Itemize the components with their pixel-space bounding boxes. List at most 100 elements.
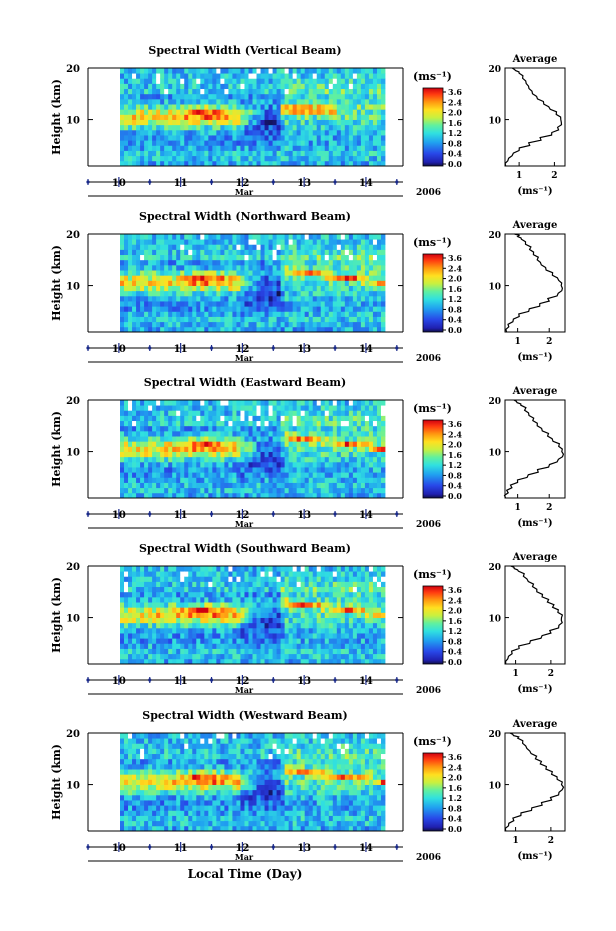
heatmap-cell <box>136 254 141 261</box>
heatmap-cell <box>184 160 189 167</box>
heatmap-cell <box>172 311 177 317</box>
heatmap-cell <box>256 591 261 598</box>
heatmap-cell <box>320 446 326 452</box>
heatmap-cell <box>220 275 225 281</box>
heatmap-cell <box>188 612 193 618</box>
heatmap-cell <box>376 73 382 79</box>
heatmap-cell <box>344 150 350 157</box>
heatmap-cell <box>296 643 302 649</box>
heatmap-cell <box>224 477 229 483</box>
heatmap-cell <box>368 83 374 90</box>
heatmap-cell <box>316 566 322 572</box>
heatmap-cell <box>140 456 145 463</box>
heatmap-cell <box>376 420 382 427</box>
heatmap-cell <box>132 607 137 613</box>
heatmap-cell <box>344 239 350 245</box>
heatmap-cell <box>140 311 145 317</box>
heatmap-cell <box>180 653 185 660</box>
heatmap-cell <box>368 456 374 463</box>
heatmap-cell <box>300 633 306 639</box>
heatmap-cell <box>164 239 169 245</box>
heatmap-cell <box>264 160 269 167</box>
heatmap-cell <box>348 321 354 328</box>
heatmap-cell <box>128 124 133 131</box>
heatmap-cell <box>292 306 298 312</box>
heatmap-cell <box>124 150 129 157</box>
heatmap-cell <box>148 451 153 458</box>
heatmap-cell <box>272 254 277 261</box>
heatmap-cell <box>256 617 261 624</box>
heatmap-cell <box>304 633 310 639</box>
heatmap-cell <box>376 487 382 494</box>
heatmap-cell <box>176 622 181 629</box>
heatmap-cell <box>232 109 237 115</box>
heatmap-cell <box>220 658 225 665</box>
heatmap-cell <box>120 119 125 126</box>
heatmap-cell <box>328 295 334 302</box>
heatmap-cell <box>124 285 129 292</box>
time-tick-marker <box>148 512 152 516</box>
heatmap-cell <box>280 98 286 105</box>
heatmap-cell <box>184 83 189 90</box>
heatmap-cell <box>380 425 386 432</box>
heatmap-cell <box>276 602 282 608</box>
heatmap-cell <box>312 129 318 136</box>
heatmap-cell <box>364 259 370 266</box>
heatmap-cell <box>244 326 249 333</box>
heatmap-cell <box>260 482 265 489</box>
heatmap-cell <box>208 311 213 317</box>
heatmap-cell <box>380 244 386 250</box>
heatmap-cell <box>152 451 157 458</box>
heatmap-cell <box>304 280 310 286</box>
heatmap-cell <box>340 254 346 261</box>
heatmap-cell <box>276 259 282 266</box>
heatmap-cell <box>320 477 326 483</box>
heatmap-cell <box>180 264 185 271</box>
heatmap-cell <box>356 88 362 95</box>
heatmap-cell <box>120 400 125 406</box>
heatmap-cell <box>224 264 229 271</box>
heatmap-cell <box>284 114 290 120</box>
heatmap-cell <box>192 280 197 286</box>
heatmap-cell <box>376 326 382 333</box>
heatmap-cell <box>196 410 201 416</box>
heatmap-cell <box>236 234 241 240</box>
heatmap-cell <box>368 280 374 286</box>
heatmap-cell <box>380 150 386 157</box>
heatmap-cell <box>120 150 125 157</box>
heatmap-cell <box>324 607 330 613</box>
heatmap-cell <box>288 633 294 639</box>
heatmap-cell <box>148 135 153 141</box>
heatmap-cell <box>240 129 245 136</box>
heatmap-cell <box>120 477 125 483</box>
heatmap-cell <box>248 119 253 126</box>
heatmap-cell <box>244 596 249 603</box>
heatmap-cell <box>224 109 229 115</box>
heatmap-cell <box>192 451 197 458</box>
heatmap-cell <box>224 653 229 660</box>
heatmap-cell <box>304 607 310 613</box>
heatmap-cell <box>304 566 310 572</box>
heatmap-cell <box>272 155 277 162</box>
heatmap-cell <box>260 83 265 90</box>
heatmap-cell <box>320 270 326 276</box>
heatmap-cell <box>144 648 149 655</box>
heatmap-cell <box>204 456 209 463</box>
heatmap-cell <box>208 617 213 624</box>
heatmap-cell <box>360 104 366 110</box>
heatmap-cell <box>212 249 217 256</box>
heatmap-cell <box>368 472 374 478</box>
heatmap-cell <box>348 249 354 256</box>
heatmap-cell <box>220 264 225 271</box>
heatmap-cell <box>352 311 358 317</box>
heatmap-cell <box>132 456 137 463</box>
heatmap-cell <box>348 301 354 307</box>
heatmap-cell <box>140 73 145 79</box>
heatmap-cell <box>124 104 129 110</box>
heatmap-cell <box>136 311 141 317</box>
heatmap-cell <box>248 259 253 266</box>
heatmap-cell <box>224 566 229 572</box>
heatmap-cell <box>344 254 350 261</box>
heatmap-cell <box>252 420 257 427</box>
panel-title: Spectral Width (Eastward Beam) <box>144 376 346 389</box>
